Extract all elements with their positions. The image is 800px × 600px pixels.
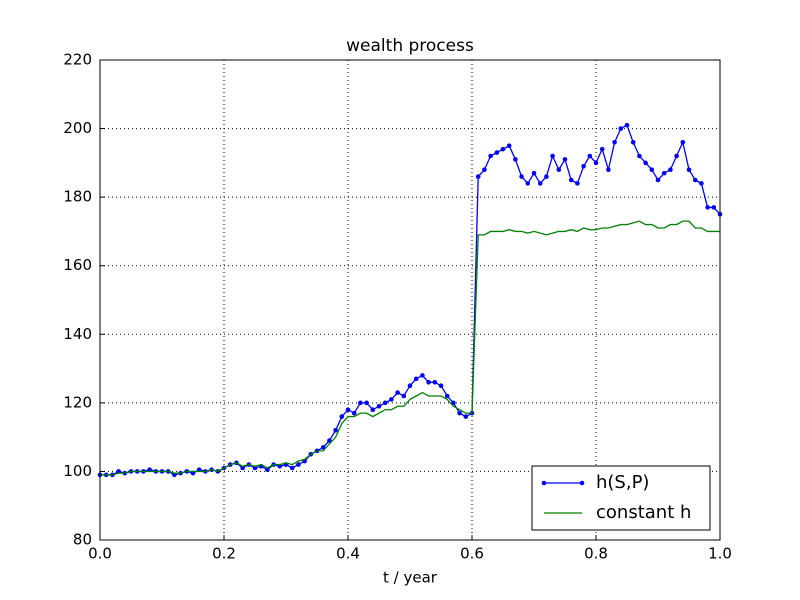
y-tick-label: 80 bbox=[73, 531, 92, 549]
point bbox=[655, 177, 661, 183]
y-tick-label: 180 bbox=[63, 188, 92, 206]
point bbox=[692, 177, 698, 183]
point bbox=[544, 174, 549, 179]
legend-label: h(S,P) bbox=[596, 472, 649, 493]
point bbox=[587, 153, 593, 159]
point bbox=[345, 407, 351, 413]
plot-frame bbox=[99, 59, 721, 541]
x-axis-label: t / year bbox=[383, 569, 438, 587]
point bbox=[643, 160, 648, 166]
point bbox=[606, 167, 611, 173]
series-line bbox=[100, 220, 720, 476]
legend-label: constant h bbox=[596, 502, 691, 523]
point bbox=[686, 167, 692, 173]
point bbox=[420, 373, 425, 378]
point bbox=[531, 170, 537, 176]
y-tick-label: 200 bbox=[63, 119, 92, 137]
point bbox=[407, 383, 413, 389]
point bbox=[451, 400, 456, 406]
point bbox=[525, 181, 531, 186]
point bbox=[649, 167, 655, 173]
y-tick-label: 160 bbox=[63, 256, 92, 274]
point bbox=[612, 139, 617, 145]
point bbox=[575, 181, 580, 186]
point bbox=[475, 174, 481, 179]
point bbox=[320, 445, 326, 450]
point bbox=[339, 414, 345, 419]
point bbox=[457, 410, 462, 416]
point bbox=[351, 410, 357, 416]
point bbox=[674, 153, 679, 159]
point bbox=[630, 139, 636, 145]
point bbox=[438, 383, 444, 389]
point bbox=[661, 170, 667, 176]
point bbox=[519, 174, 524, 179]
x-tick-label: 0.0 bbox=[88, 545, 112, 563]
point bbox=[482, 167, 487, 173]
point bbox=[581, 163, 586, 169]
point bbox=[513, 157, 518, 162]
point bbox=[240, 465, 245, 471]
point bbox=[463, 414, 469, 419]
legend-marker bbox=[541, 480, 547, 486]
point bbox=[296, 462, 301, 467]
point bbox=[395, 390, 400, 395]
point bbox=[711, 205, 717, 210]
point bbox=[432, 379, 438, 385]
point bbox=[364, 400, 369, 406]
point bbox=[444, 393, 450, 399]
point bbox=[668, 167, 673, 173]
point bbox=[562, 157, 568, 162]
point bbox=[506, 143, 512, 149]
point bbox=[333, 427, 338, 433]
point bbox=[568, 177, 574, 183]
point bbox=[370, 407, 376, 413]
point bbox=[289, 465, 295, 471]
x-tick-label: 1.0 bbox=[708, 545, 732, 563]
point bbox=[382, 400, 388, 406]
point bbox=[699, 181, 704, 186]
point bbox=[500, 146, 506, 152]
point bbox=[265, 467, 270, 473]
point bbox=[705, 205, 710, 210]
point bbox=[593, 160, 599, 166]
point bbox=[599, 146, 605, 152]
point bbox=[376, 403, 382, 409]
point bbox=[494, 150, 500, 155]
point bbox=[401, 393, 407, 399]
point bbox=[680, 139, 686, 145]
legend-box bbox=[531, 465, 711, 531]
point bbox=[358, 400, 363, 406]
y-tick-label: 120 bbox=[63, 393, 92, 411]
point bbox=[488, 153, 493, 159]
x-tick-label: 0.6 bbox=[460, 545, 484, 563]
y-tick-label: 220 bbox=[63, 51, 92, 69]
y-tick-label: 140 bbox=[63, 325, 92, 343]
x-tick-label: 0.4 bbox=[336, 545, 360, 563]
point bbox=[389, 397, 394, 402]
point bbox=[426, 379, 431, 385]
y-tick-label: 100 bbox=[63, 462, 92, 480]
point bbox=[550, 153, 555, 159]
point bbox=[252, 465, 258, 471]
point bbox=[537, 181, 543, 186]
point bbox=[618, 126, 624, 131]
x-tick-label: 0.8 bbox=[584, 545, 608, 563]
point bbox=[327, 438, 332, 443]
point bbox=[624, 122, 630, 128]
point bbox=[556, 167, 562, 173]
x-tick-label: 0.2 bbox=[212, 545, 236, 563]
chart-title: wealth process bbox=[346, 36, 474, 56]
legend-marker bbox=[579, 480, 585, 486]
point bbox=[637, 153, 642, 159]
point bbox=[413, 376, 419, 382]
